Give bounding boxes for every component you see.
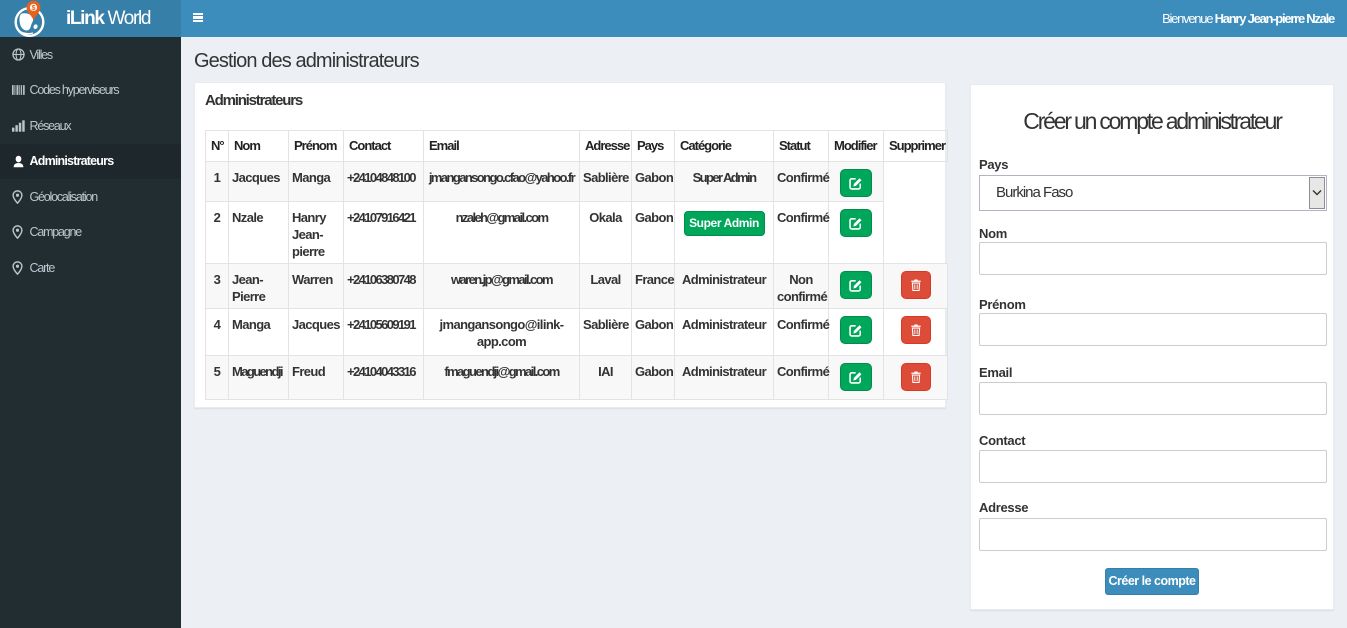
svg-text:$: $ [32, 3, 36, 12]
